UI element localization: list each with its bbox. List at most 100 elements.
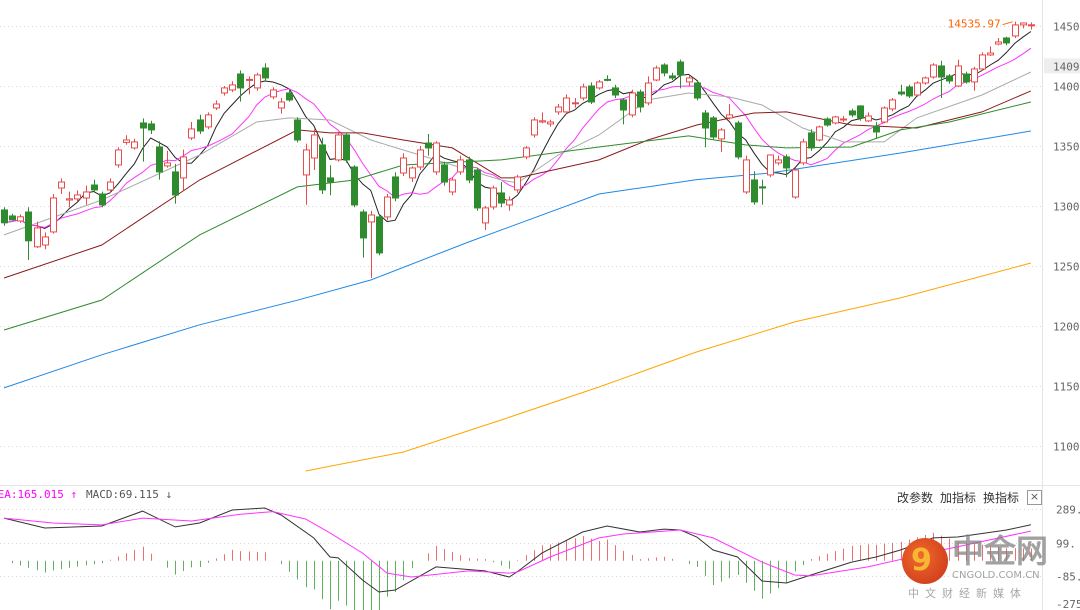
y-tick-label: 13500 <box>1053 141 1080 154</box>
candle-body <box>889 99 896 110</box>
candle <box>946 74 953 84</box>
candle-body <box>596 81 603 89</box>
candle <box>205 112 212 130</box>
candle-body <box>286 92 293 101</box>
candle <box>832 116 839 125</box>
macd-tick-label: -275. <box>1056 598 1080 610</box>
candle <box>74 190 81 202</box>
candle-body <box>653 67 660 81</box>
candle-body <box>74 194 81 200</box>
candle <box>466 156 473 184</box>
candle <box>246 76 253 95</box>
y-tick-label: 13000 <box>1053 201 1080 214</box>
candle <box>164 150 171 168</box>
candle-body <box>547 121 554 125</box>
candle <box>482 206 489 230</box>
candle <box>409 166 416 182</box>
candle-body <box>9 215 16 221</box>
candle <box>506 196 513 211</box>
macd-axis: 289. 99. -85. -275. <box>1056 504 1080 610</box>
candle <box>1003 36 1010 46</box>
candle-body <box>735 122 742 158</box>
candle-body <box>237 73 244 89</box>
candle-body <box>604 78 611 81</box>
dea-value: DEA:165.015 ↑ <box>0 488 77 501</box>
macd-tick-label: 99. <box>1056 538 1076 551</box>
candle-body <box>34 227 41 248</box>
candle <box>17 214 24 223</box>
candle-body <box>588 85 595 103</box>
dea-line <box>3 511 1032 578</box>
add-indicator-button[interactable]: 加指标 <box>940 491 977 505</box>
candle <box>563 94 570 114</box>
candle-body <box>572 102 579 105</box>
candle-body <box>702 112 709 129</box>
candle <box>303 143 310 205</box>
candle-body <box>449 179 456 193</box>
candle <box>637 89 644 113</box>
candle <box>979 52 986 71</box>
max-pointer-arrow-icon <box>1002 21 1013 26</box>
candle <box>237 70 244 102</box>
candle-body <box>865 115 872 122</box>
candle <box>849 108 856 118</box>
candle <box>840 116 847 122</box>
close-indicator-button[interactable]: × <box>1027 490 1042 505</box>
candle <box>514 174 521 193</box>
candle <box>547 119 554 127</box>
candle-body <box>294 119 301 141</box>
candle <box>995 38 1002 46</box>
candle <box>889 98 896 112</box>
candle <box>42 232 49 250</box>
candle-body <box>368 214 375 223</box>
candle-body <box>164 162 171 167</box>
candle-body <box>840 118 847 121</box>
candle-body <box>645 82 652 104</box>
candle-body <box>539 120 546 123</box>
candle-body <box>955 65 962 87</box>
candle <box>319 137 326 194</box>
candle-body <box>482 207 489 224</box>
candle <box>800 138 807 166</box>
candle <box>596 80 603 90</box>
ma-line <box>305 262 1032 472</box>
candle-body <box>637 91 644 108</box>
candle <box>718 128 725 152</box>
candle <box>629 89 636 118</box>
candle <box>971 66 978 91</box>
candle <box>702 110 709 148</box>
candle-body <box>384 196 391 218</box>
candle-body <box>221 87 228 94</box>
candle-body <box>205 114 212 128</box>
candle-body <box>148 123 155 131</box>
candle-body <box>1020 22 1027 26</box>
candle-body <box>99 193 106 206</box>
candle <box>555 104 562 115</box>
dea-up-arrow-icon: ↑ <box>70 488 78 501</box>
candle-body <box>50 197 57 233</box>
candle <box>653 65 660 82</box>
ma-line <box>3 130 1031 389</box>
candle-body <box>229 84 236 91</box>
max-price-marker: 14535.97 <box>948 18 1013 31</box>
candle <box>767 154 774 178</box>
edit-params-button[interactable]: 改参数 <box>897 491 934 505</box>
candle-body <box>498 192 505 204</box>
candle-body <box>694 82 701 99</box>
candle-body <box>156 146 163 173</box>
candle <box>1 207 8 226</box>
candle <box>140 118 147 162</box>
candle-body <box>971 68 978 83</box>
candle <box>343 132 350 163</box>
candle-body <box>987 52 994 56</box>
candle-body <box>808 132 815 149</box>
candle <box>368 210 375 278</box>
candle-body <box>531 119 538 136</box>
candle <box>50 194 57 234</box>
switch-indicator-button[interactable]: 换指标 <box>983 491 1020 505</box>
y-tick-label: 14500 <box>1053 21 1080 34</box>
candle-body <box>466 159 473 181</box>
candle <box>955 59 962 88</box>
candle-body <box>767 154 774 176</box>
candle-body <box>433 142 440 173</box>
